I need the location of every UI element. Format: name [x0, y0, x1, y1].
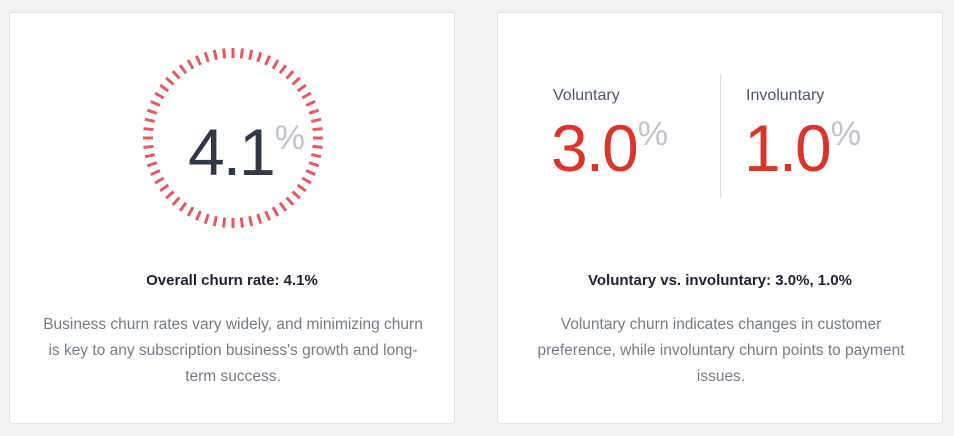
gauge-tick — [144, 153, 156, 159]
gauge-tick — [256, 213, 263, 225]
gauge-tick — [171, 70, 181, 80]
gauge-tick — [165, 76, 175, 86]
gauge-tick — [296, 83, 307, 93]
overall-churn-description: Business churn rates vary widely, and mi… — [43, 316, 423, 385]
gauge-tick — [146, 108, 158, 115]
gauge-tick — [301, 176, 312, 185]
gauge-tick — [212, 49, 218, 61]
gauge-tick — [165, 190, 175, 200]
involuntary-label: Involuntary — [746, 87, 825, 104]
voluntary-churn-value: 3.0% — [551, 115, 668, 181]
gauge-tick — [310, 117, 322, 123]
gauge-tick — [222, 217, 227, 228]
gauge-tick — [296, 183, 307, 193]
gauge-tick — [271, 206, 280, 217]
gauge-tick — [305, 169, 316, 176]
gauge-tick — [312, 144, 323, 149]
gauge-tick — [146, 161, 158, 168]
gauge-tick — [154, 176, 165, 185]
gauge-tick — [248, 215, 254, 227]
gauge-tick — [143, 144, 154, 149]
voluntary-label: Voluntary — [553, 87, 620, 104]
gauge-tick — [159, 183, 170, 193]
gauge-tick — [271, 59, 280, 70]
gauge-tick — [154, 91, 165, 100]
gauge-tick — [178, 201, 188, 212]
gauge-tick — [222, 48, 227, 59]
gauge-tick — [301, 91, 312, 100]
gauge-tick — [312, 127, 323, 132]
overall-churn-number: 4.1 — [188, 115, 276, 189]
gauge-tick — [291, 76, 301, 86]
gauge-tick — [150, 169, 161, 176]
overall-churn-value: 4.1% — [188, 119, 305, 185]
involuntary-percent-sign: % — [830, 115, 861, 153]
gauge-tick — [203, 51, 210, 63]
voluntary-churn-number: 3.0 — [551, 111, 639, 185]
gauge-tick — [248, 49, 254, 61]
gauge-ticks — [143, 48, 323, 228]
involuntary-churn-number: 1.0 — [744, 111, 832, 185]
gauge-tick — [305, 100, 316, 107]
gauge-tick — [143, 127, 154, 132]
gauge-tick — [159, 83, 170, 93]
churn-split-description: Voluntary churn indicates changes in cus… — [537, 316, 905, 385]
gauge-tick — [310, 153, 322, 159]
overall-churn-card: 4.1% Overall churn rate: 4.1% Business c… — [9, 12, 455, 424]
gauge-tick — [171, 196, 181, 206]
gauge-tick — [264, 55, 271, 66]
gauge-tick — [308, 161, 320, 168]
voluntary-percent-sign: % — [637, 115, 668, 153]
gauge-tick — [178, 64, 188, 75]
churn-split-title: Voluntary vs. involuntary: 3.0%, 1.0% — [588, 272, 852, 289]
gauge-tick — [256, 51, 263, 63]
metric-divider — [720, 74, 721, 198]
gauge-tick — [212, 215, 218, 227]
gauge-tick — [291, 190, 301, 200]
churn-split-card: Voluntary 3.0% Involuntary 1.0% Voluntar… — [497, 12, 943, 424]
gauge-tick — [308, 108, 320, 115]
gauge-tick — [195, 55, 202, 66]
churn-gauge — [143, 48, 323, 228]
gauge-tick — [278, 201, 288, 212]
involuntary-churn-value: 1.0% — [744, 115, 861, 181]
gauge-tick — [203, 213, 210, 225]
gauge-tick — [278, 64, 288, 75]
overall-percent-sign: % — [274, 119, 305, 157]
gauge-tick — [150, 100, 161, 107]
gauge-tick — [186, 206, 195, 217]
gauge-tick — [239, 48, 244, 59]
gauge-tick — [285, 196, 295, 206]
gauge-tick — [144, 117, 156, 123]
overall-churn-title: Overall churn rate: 4.1% — [146, 272, 318, 289]
gauge-tick — [264, 210, 271, 221]
gauge-tick — [195, 210, 202, 221]
gauge-tick — [239, 217, 244, 228]
gauge-tick — [186, 59, 195, 70]
gauge-tick — [285, 70, 295, 80]
